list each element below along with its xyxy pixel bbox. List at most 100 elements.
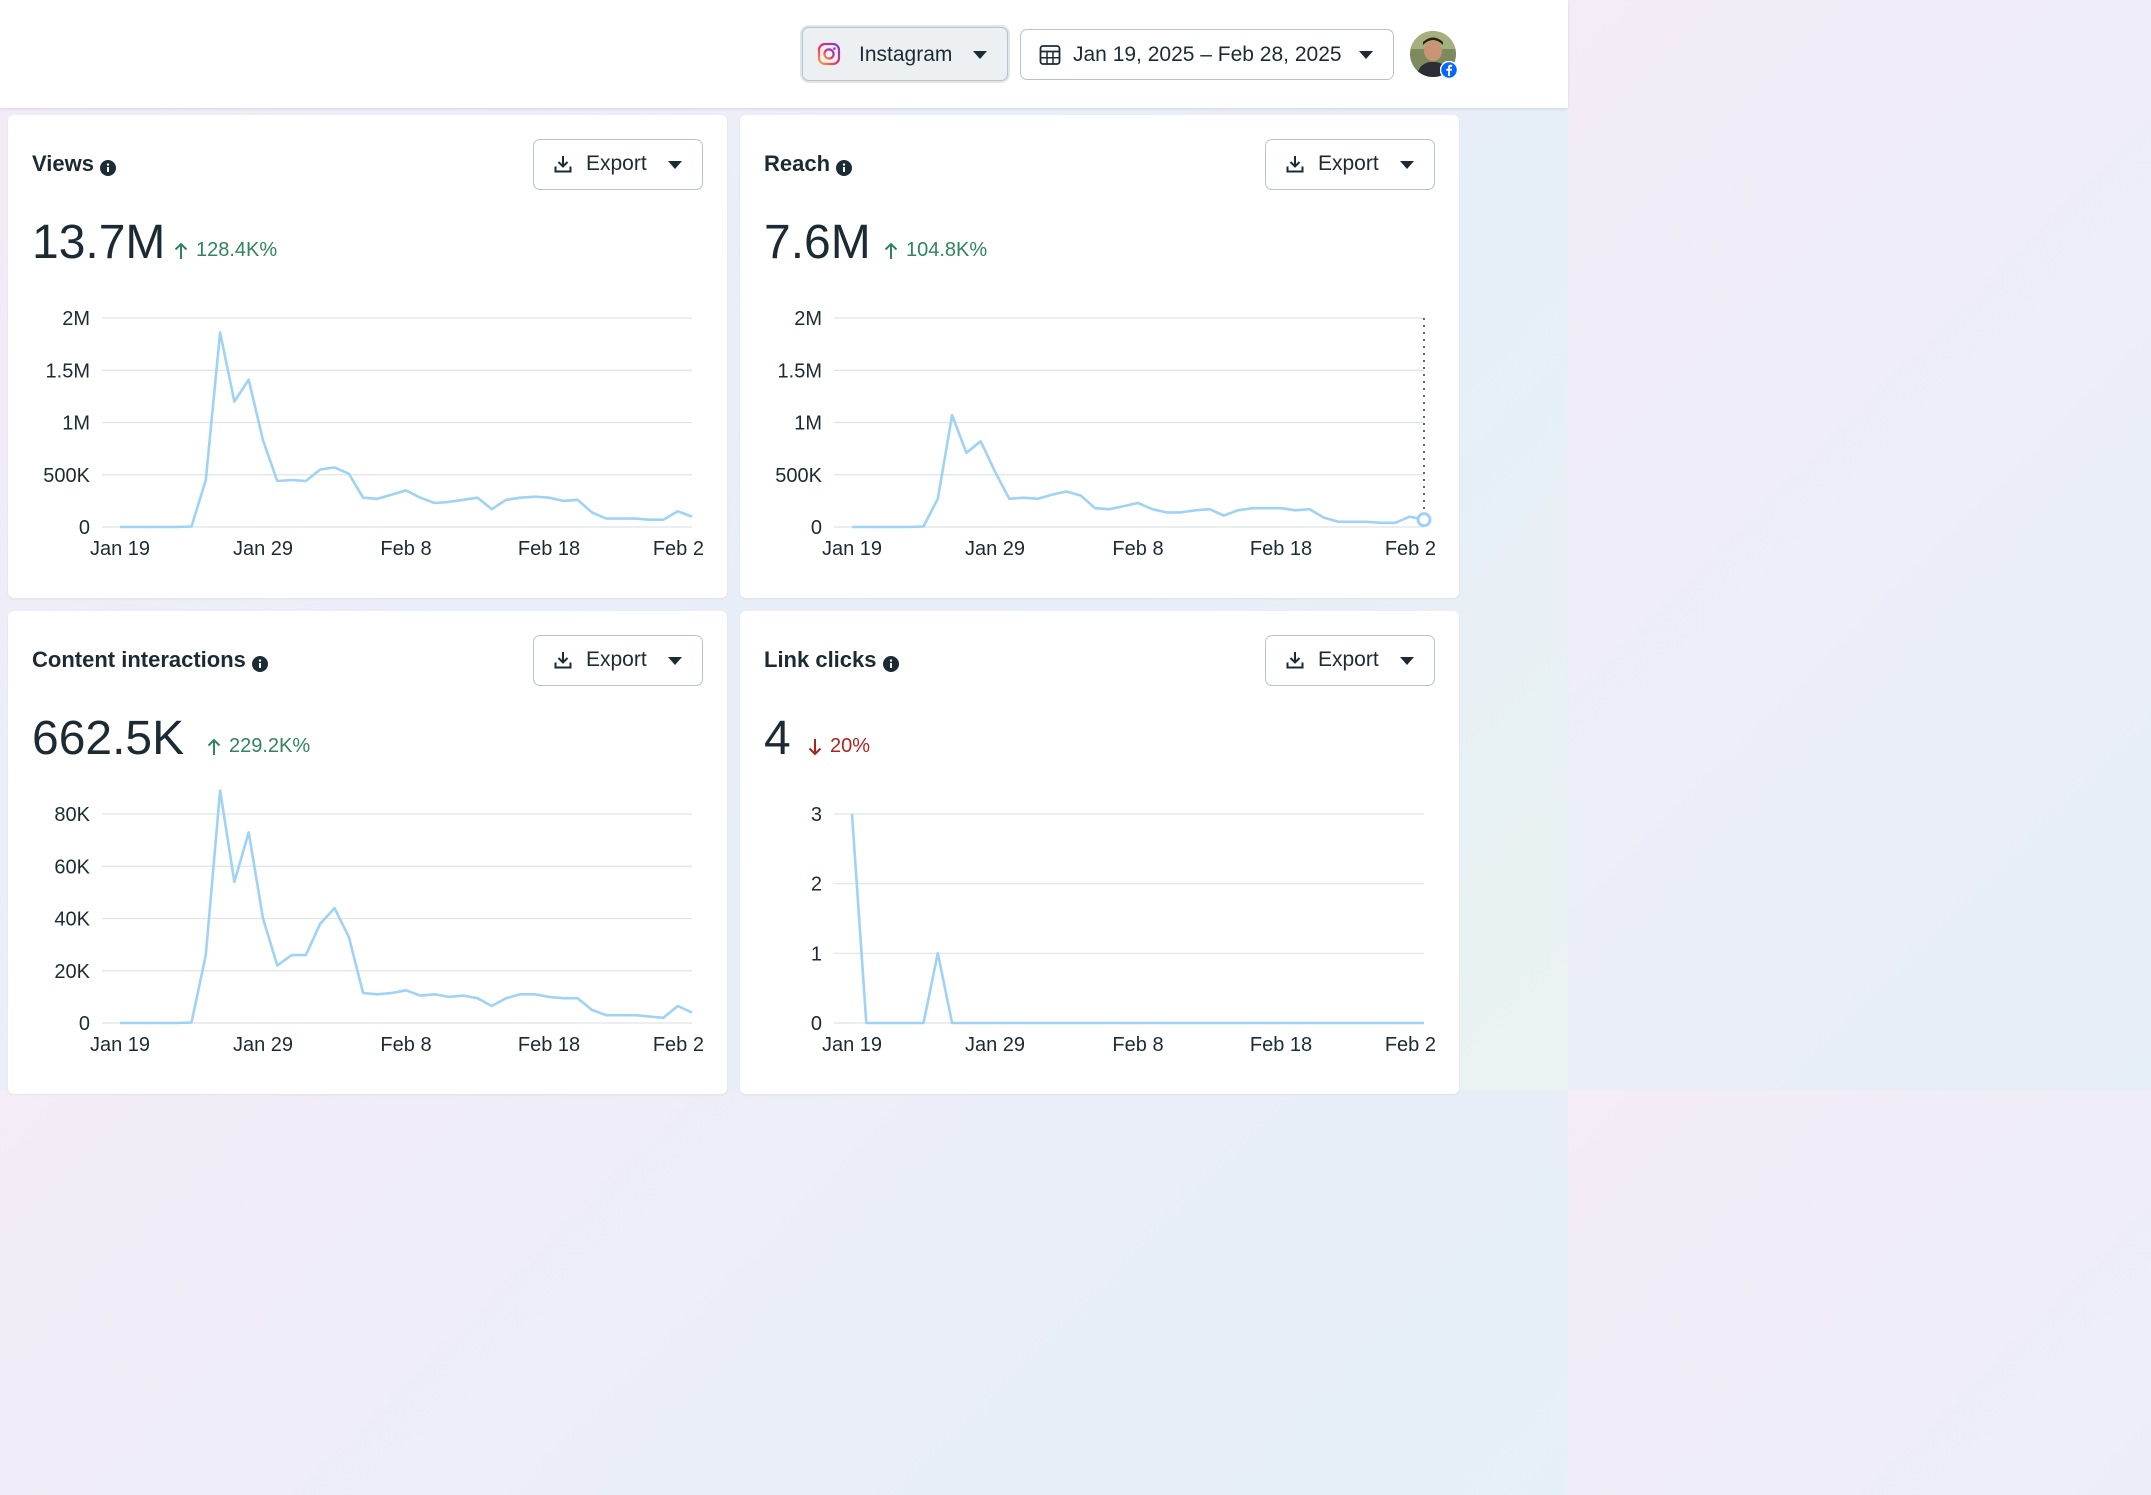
series-line — [852, 413, 1425, 529]
x-axis: Jan 19 Jan 29 Feb 8 Feb 18 Feb 2 — [822, 538, 1436, 560]
download-icon — [553, 650, 573, 675]
hover-point[interactable] — [1416, 512, 1432, 528]
x-tick-label: Jan 29 — [965, 538, 1025, 560]
y-tick-label: 60K — [54, 856, 90, 878]
views-card: Views Export 13.7M 128.4K% 0 500K 1M 1.5M 2M… — [8, 115, 727, 598]
reach-chart: 0 500K 1M 1.5M 2M Jan 19 Jan 29 Feb 8 Feb 18 Feb … — [775, 308, 1436, 560]
series-line — [850, 813, 1424, 1025]
export-label: Export — [1318, 152, 1379, 175]
chevron-down-icon — [1359, 51, 1373, 59]
export-label: Export — [586, 152, 647, 175]
x-axis: Jan 19 Jan 29 Feb 8 Feb 18 Feb 2 — [90, 1034, 704, 1056]
arrow-down-icon — [808, 738, 822, 755]
views-chart: 0 500K 1M 1.5M 2M Jan 19 Jan 29 Feb 8 Feb 18 Feb … — [43, 308, 704, 560]
top-bar: Instagram Jan 19, 2025 – Feb 28, 2025 — [0, 0, 1568, 108]
metric-delta-text: 229.2K% — [229, 735, 311, 757]
y-tick-label: 40K — [54, 909, 90, 931]
card-title: Link clicks — [764, 647, 899, 673]
card-title-text: Content interactions — [32, 647, 246, 672]
x-tick-label: Feb 8 — [380, 538, 431, 560]
export-label: Export — [586, 648, 647, 671]
x-tick-label: Feb 2 — [653, 1034, 704, 1056]
x-axis: Jan 19 Jan 29 Feb 8 Feb 18 Feb 2 — [822, 1034, 1436, 1056]
metric-delta: 104.8K% — [884, 239, 987, 262]
x-tick-label: Feb 2 — [653, 538, 704, 560]
y-tick-label: 80K — [54, 804, 90, 826]
metric-delta: 20% — [808, 735, 870, 758]
metric-value: 13.7M — [32, 216, 166, 269]
metric-value: 4 — [764, 712, 791, 765]
export-button[interactable]: Export — [1265, 635, 1435, 686]
x-tick-label: Feb 18 — [1250, 538, 1312, 560]
metric-delta: 128.4K% — [174, 239, 277, 262]
card-title: Content interactions — [32, 647, 268, 673]
y-tick-label: 500K — [775, 465, 822, 487]
x-tick-label: Feb 18 — [1250, 1034, 1312, 1056]
export-button[interactable]: Export — [1265, 139, 1435, 190]
avatar[interactable] — [1410, 31, 1459, 80]
metric-delta-text: 104.8K% — [906, 239, 988, 261]
chevron-down-icon — [668, 161, 682, 169]
card-title-text: Reach — [764, 151, 831, 176]
metric-value: 662.5K — [32, 712, 185, 765]
platform-selector[interactable]: Instagram — [802, 27, 1008, 81]
card-title-text: Link clicks — [764, 647, 877, 672]
chevron-down-icon — [668, 657, 682, 665]
x-tick-label: Feb 2 — [1385, 1034, 1436, 1056]
x-tick-label: Feb 8 — [380, 1034, 431, 1056]
chevron-down-icon — [1400, 657, 1414, 665]
x-tick-label: Feb 18 — [518, 538, 580, 560]
link-clicks-chart: 0 1 2 3 Jan 19 Jan 29 Feb 8 Feb 18 Feb 2 — [811, 804, 1436, 1056]
metric-value: 7.6M — [764, 216, 871, 269]
metric-delta-text: 20% — [830, 735, 871, 757]
y-tick-label: 2M — [794, 308, 822, 330]
y-tick-label: 1M — [62, 413, 90, 435]
y-tick-label: 0 — [811, 517, 822, 539]
x-tick-label: Feb 8 — [1112, 1034, 1163, 1056]
x-tick-label: Jan 19 — [90, 538, 150, 560]
chevron-down-icon — [973, 51, 987, 59]
y-tick-label: 0 — [811, 1013, 822, 1035]
card-title: Reach — [764, 151, 853, 177]
y-tick-label: 2M — [62, 308, 90, 330]
x-axis: Jan 19 Jan 29 Feb 8 Feb 18 Feb 2 — [90, 538, 704, 560]
y-tick-label: 2 — [811, 874, 822, 896]
arrow-up-icon — [207, 738, 221, 755]
y-tick-label: 1 — [811, 943, 822, 965]
link-clicks-card: Link clicks Export 4 20% 0 1 2 3 Jan 19 Jan 2… — [740, 611, 1459, 1094]
card-title-text: Views — [32, 151, 94, 176]
export-button[interactable]: Export — [533, 635, 703, 686]
download-icon — [1285, 154, 1305, 179]
y-tick-label: 1M — [794, 413, 822, 435]
card-title: Views — [32, 151, 116, 177]
x-tick-label: Jan 29 — [233, 538, 293, 560]
metric-delta-text: 128.4K% — [196, 239, 278, 261]
x-tick-label: Jan 19 — [822, 1034, 882, 1056]
chevron-down-icon — [1400, 161, 1414, 169]
series-line — [120, 331, 693, 529]
date-range-label: Jan 19, 2025 – Feb 28, 2025 — [1073, 43, 1342, 66]
y-tick-label: 20K — [54, 961, 90, 983]
x-tick-label: Jan 19 — [90, 1034, 150, 1056]
content-interactions-chart: 0 20K 40K 60K 80K Jan 19 Jan 29 Feb 8 Feb 18 Feb … — [54, 789, 704, 1056]
y-tick-label: 1.5M — [778, 360, 822, 382]
info-icon[interactable] — [836, 156, 853, 176]
y-tick-label: 0 — [79, 1013, 90, 1035]
series-line — [120, 789, 693, 1025]
y-tick-label: 0 — [79, 517, 90, 539]
y-tick-label: 1.5M — [46, 360, 90, 382]
x-tick-label: Jan 29 — [965, 1034, 1025, 1056]
metric-delta: 229.2K% — [207, 735, 310, 758]
content-interactions-card: Content interactions Export 662.5K 229.2… — [8, 611, 727, 1094]
platform-label: Instagram — [859, 43, 953, 66]
y-tick-label: 500K — [43, 465, 90, 487]
x-tick-label: Jan 19 — [822, 538, 882, 560]
info-icon[interactable] — [882, 652, 899, 672]
reach-card: Reach Export 7.6M 104.8K% 0 500K 1M 1.5M 2M J… — [740, 115, 1459, 598]
arrow-up-icon — [884, 242, 898, 259]
info-icon[interactable] — [99, 156, 116, 176]
calendar-icon — [1039, 44, 1061, 66]
export-button[interactable]: Export — [533, 139, 703, 190]
info-icon[interactable] — [251, 652, 268, 672]
date-range-selector[interactable]: Jan 19, 2025 – Feb 28, 2025 — [1020, 29, 1394, 80]
